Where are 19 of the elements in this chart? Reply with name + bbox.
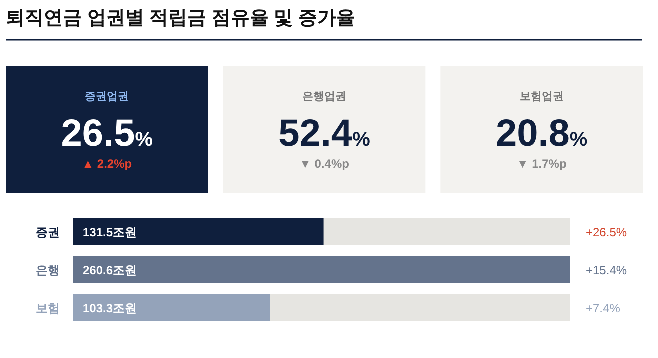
text: +26.5% (586, 226, 628, 240)
text: ▼ 0.4%p (300, 157, 350, 171)
text: +15.4% (586, 264, 628, 278)
text: 26.5% (61, 113, 154, 155)
y-tick-label: 보험 (36, 302, 60, 316)
data-label: 103.3조원 (83, 302, 138, 316)
text: ▼ 1.7%p (516, 157, 567, 171)
category-label: 은행업권 (302, 91, 346, 103)
text: 퇴직연금 업권별 적립금 점유율 및 증가율 (6, 8, 356, 29)
y-tick-label: 은행 (36, 264, 60, 278)
category-label: 보험업권 (520, 91, 564, 103)
text: 52.4% (278, 113, 370, 155)
y-tick-label: 증권 (36, 226, 60, 240)
text: +7.4% (586, 302, 621, 316)
category-label: 증권업권 (85, 91, 130, 103)
text: 20.8% (496, 113, 588, 155)
text: ▲ 2.2%p (82, 157, 132, 171)
data-label: 260.6조원 (83, 264, 138, 278)
data-label: 131.5조원 (83, 226, 138, 240)
